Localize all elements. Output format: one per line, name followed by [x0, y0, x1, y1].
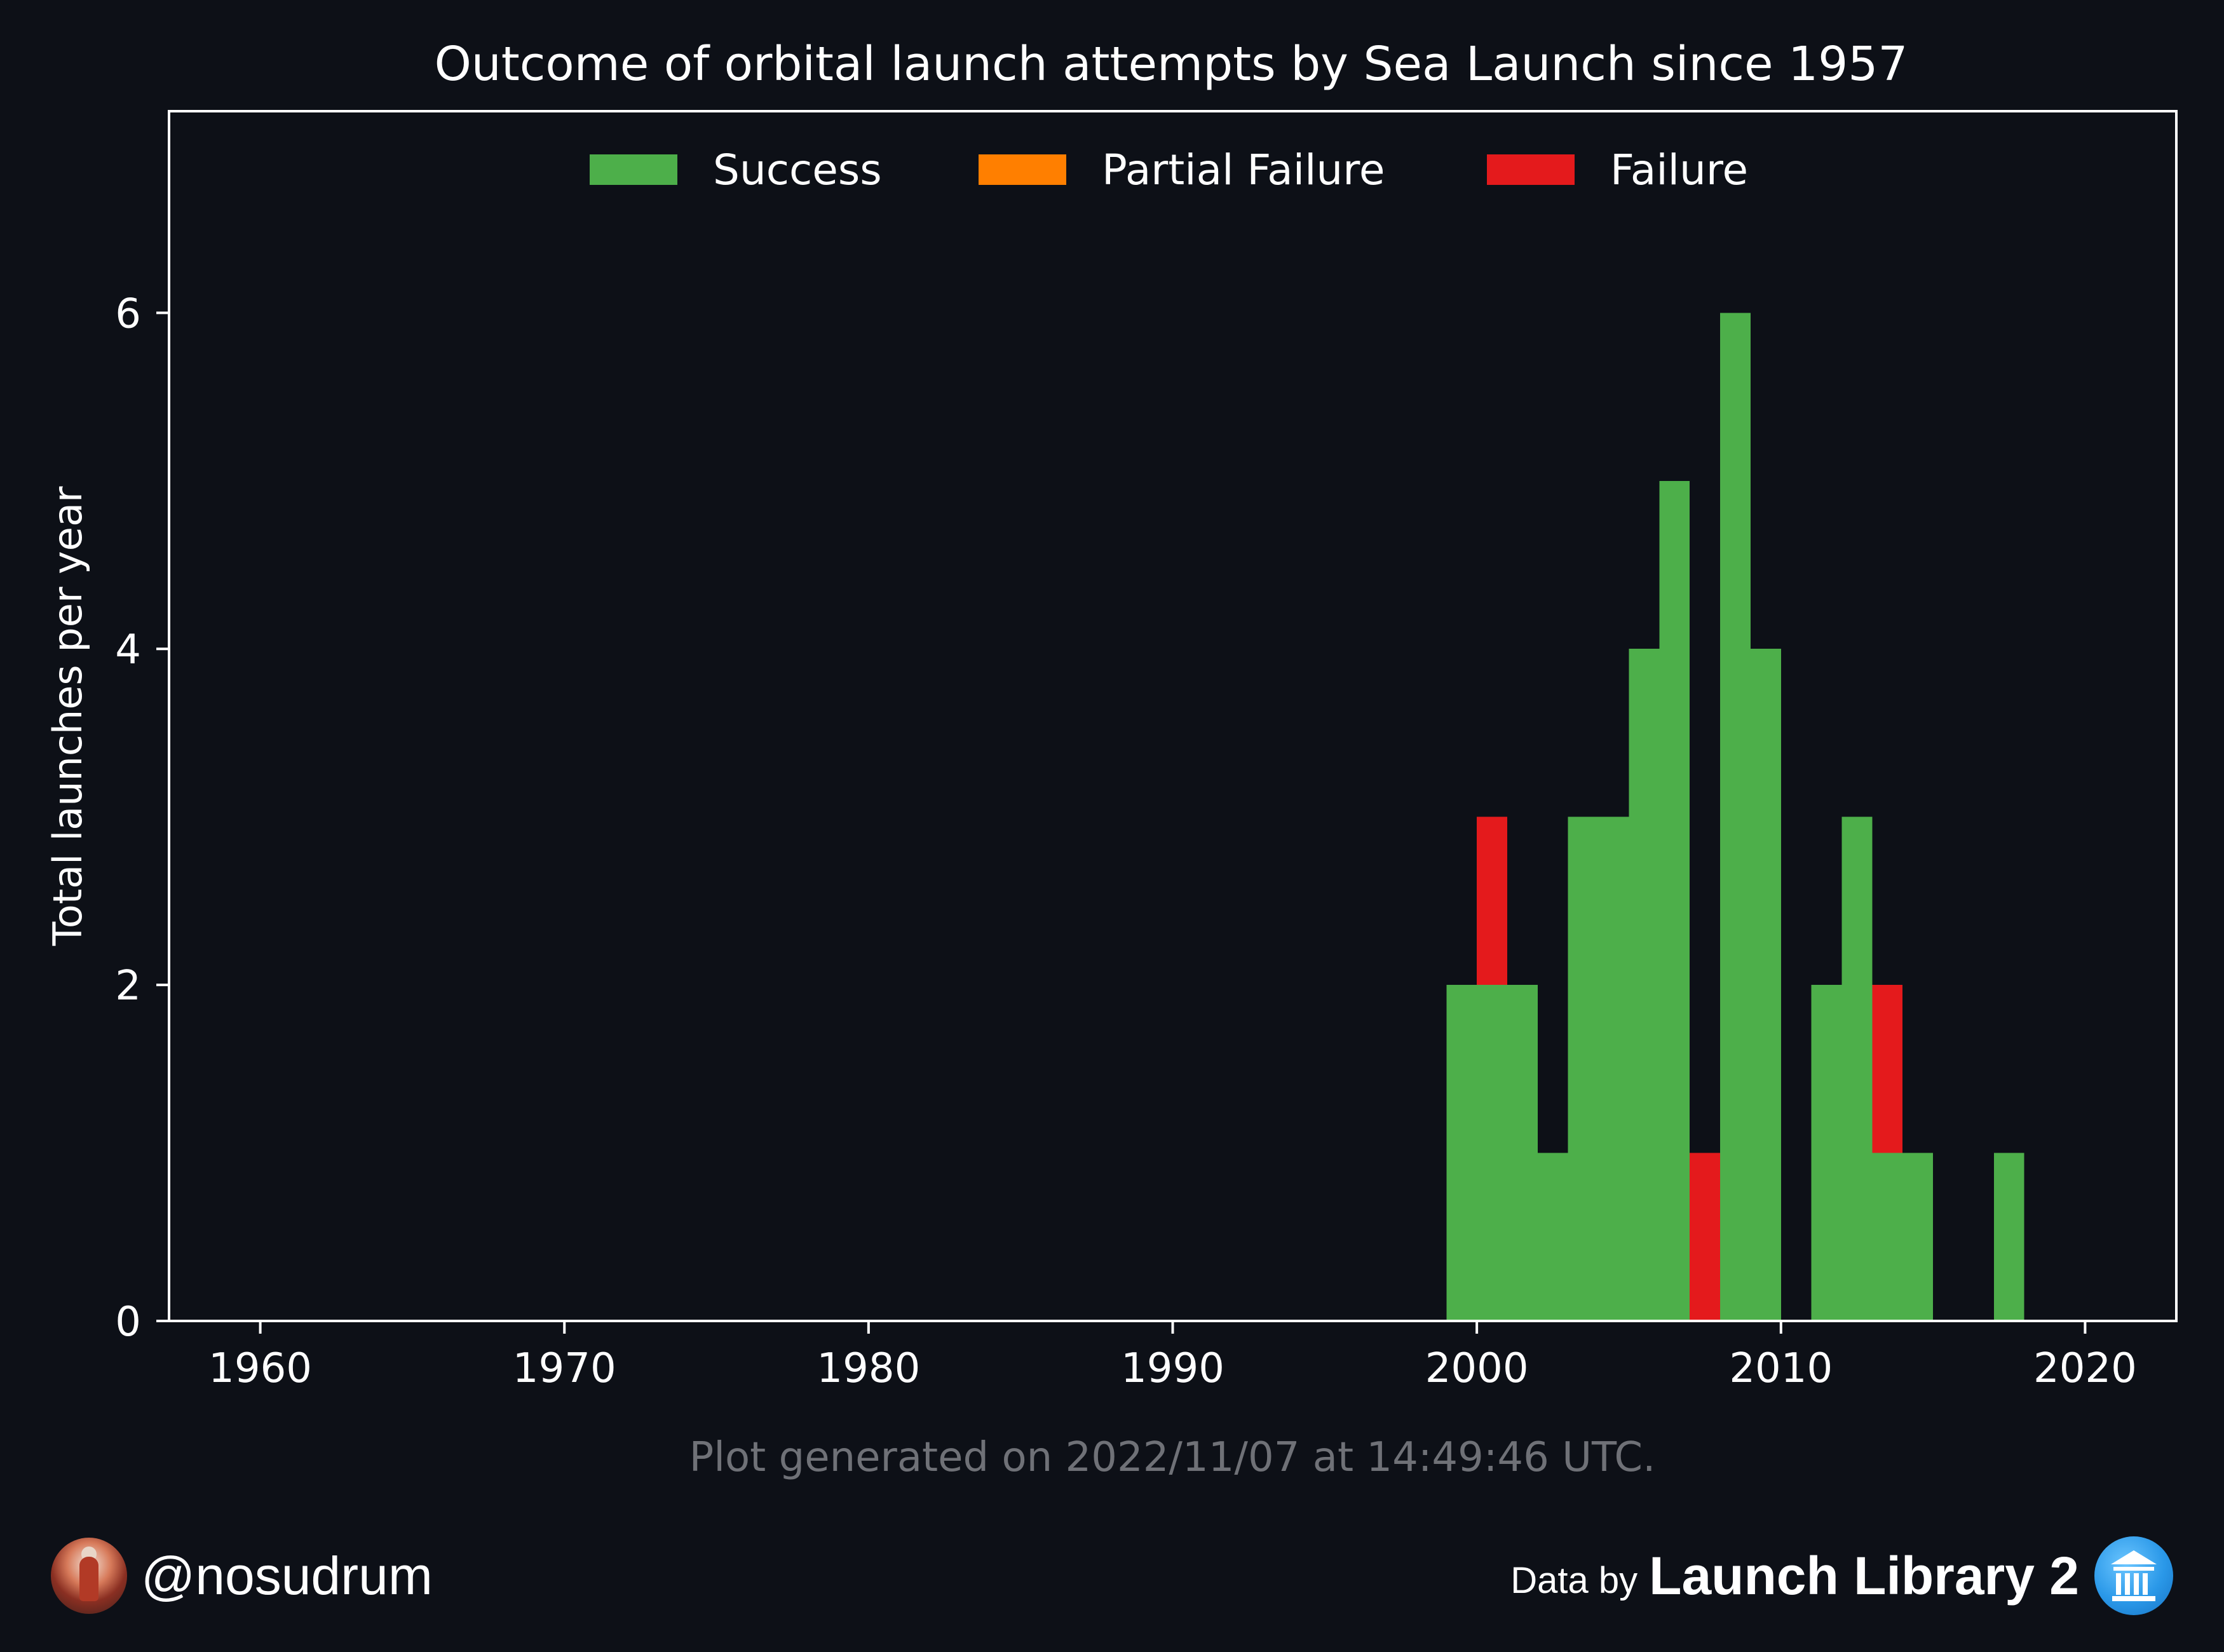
bar-success-2000 — [1477, 985, 1507, 1321]
bar-success-2017 — [1993, 1153, 2024, 1321]
legend: Success Partial Failure Failure — [590, 146, 1748, 194]
bar-success-2003 — [1568, 816, 1599, 1321]
launch-library-logo-icon — [2094, 1536, 2173, 1615]
legend-label: Partial Failure — [1102, 146, 1385, 194]
bar-failure-2013 — [1872, 985, 1903, 1153]
bar-success-2008 — [1720, 313, 1751, 1321]
legend-swatch-success — [590, 154, 677, 185]
bar-success-2004 — [1598, 816, 1629, 1321]
y-axis-label: Total launches per year — [44, 486, 91, 946]
legend-label: Failure — [1610, 146, 1748, 194]
x-tick-label: 2010 — [1729, 1345, 1833, 1392]
bar-success-2009 — [1750, 649, 1781, 1322]
bar-success-2001 — [1507, 985, 1538, 1321]
chart-title: Outcome of orbital launch attempts by Se… — [435, 37, 1908, 91]
bar-success-2002 — [1537, 1153, 1568, 1321]
generated-note: Plot generated on 2022/11/07 at 14:49:46… — [689, 1434, 1656, 1481]
bar-success-2014 — [1902, 1153, 1934, 1321]
bars-layer — [1446, 313, 2024, 1322]
x-tick-label: 1990 — [1121, 1345, 1224, 1392]
data-source-credit: Data by Launch Library 2 — [1510, 1536, 2173, 1615]
legend-swatch-partial-failure — [979, 154, 1066, 185]
x-axis: 1960 1970 1980 1990 2000 2010 2020 — [208, 1321, 2137, 1392]
bar-failure-2007 — [1690, 1153, 1721, 1321]
bar-success-1999 — [1446, 985, 1477, 1321]
x-tick-label: 1970 — [513, 1345, 616, 1392]
y-tick-label: 6 — [115, 290, 141, 337]
bar-success-2005 — [1629, 649, 1660, 1322]
legend-swatch-failure — [1487, 154, 1575, 185]
y-tick-label: 4 — [115, 626, 141, 674]
bar-success-2011 — [1811, 985, 1842, 1321]
x-tick-label: 1960 — [208, 1345, 312, 1392]
y-tick-label: 2 — [115, 963, 141, 1010]
y-tick-label: 0 — [115, 1299, 141, 1346]
author-credit: @nosudrum — [51, 1538, 433, 1614]
author-handle[interactable]: @nosudrum — [141, 1545, 433, 1606]
bar-success-2006 — [1659, 480, 1690, 1321]
bar-success-2012 — [1841, 816, 1873, 1321]
x-tick-label: 1980 — [817, 1345, 920, 1392]
x-tick-label: 2020 — [2033, 1345, 2137, 1392]
astronaut-avatar-icon — [51, 1538, 127, 1614]
legend-label: Success — [713, 146, 882, 194]
bar-failure-2000 — [1477, 816, 1507, 985]
bar-success-2013 — [1872, 1153, 1903, 1321]
x-tick-label: 2000 — [1425, 1345, 1529, 1392]
y-axis: 0 2 4 6 — [115, 290, 169, 1346]
data-by-label: Data by — [1510, 1559, 1638, 1601]
data-source-name[interactable]: Launch Library 2 — [1649, 1545, 2079, 1606]
